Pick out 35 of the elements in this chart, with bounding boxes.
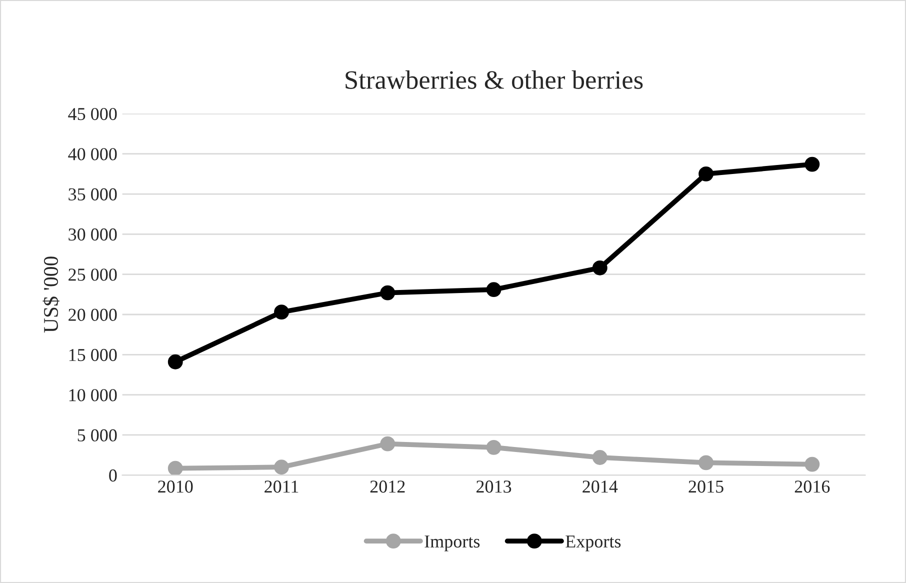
y-axis-title: US$ '000 — [42, 256, 60, 333]
point — [486, 282, 502, 298]
y-tick-label: 35 000 — [68, 188, 117, 200]
point — [274, 304, 289, 320]
point — [592, 450, 608, 465]
x-tick-label: 2013 — [476, 480, 512, 493]
y-tick-label: 10 000 — [69, 389, 117, 402]
y-tick-label: 5 000 — [78, 429, 117, 442]
point — [804, 156, 820, 172]
y-tick-label: 25 000 — [68, 268, 117, 281]
point — [380, 436, 396, 452]
x-tick-label: 2012 — [370, 480, 405, 493]
point — [168, 354, 183, 370]
point — [274, 460, 289, 475]
x-tick-label: 2014 — [582, 480, 618, 493]
point — [592, 260, 608, 276]
x-tick-label: 2015 — [688, 480, 724, 493]
legend-label: Exports — [566, 536, 621, 552]
point — [698, 455, 714, 470]
point — [168, 460, 183, 476]
y-tick-label: 30 000 — [68, 228, 117, 241]
x-tick-label: 2011 — [264, 480, 298, 493]
y-tick-label: 0 — [109, 469, 117, 482]
point — [380, 285, 396, 300]
y-tick-label: 40 000 — [68, 148, 117, 160]
x-tick-label: 2016 — [794, 480, 830, 493]
point — [486, 440, 502, 455]
point — [804, 456, 820, 472]
x-tick-label: 2010 — [158, 480, 193, 493]
y-tick-label: 45 000 — [68, 108, 117, 120]
y-tick-label: 20 000 — [68, 308, 117, 321]
point — [698, 166, 714, 182]
y-tick-label: 15 000 — [69, 348, 117, 362]
chart-title: Strawberries & other berries — [346, 70, 643, 89]
legend-label: Imports — [424, 536, 480, 552]
